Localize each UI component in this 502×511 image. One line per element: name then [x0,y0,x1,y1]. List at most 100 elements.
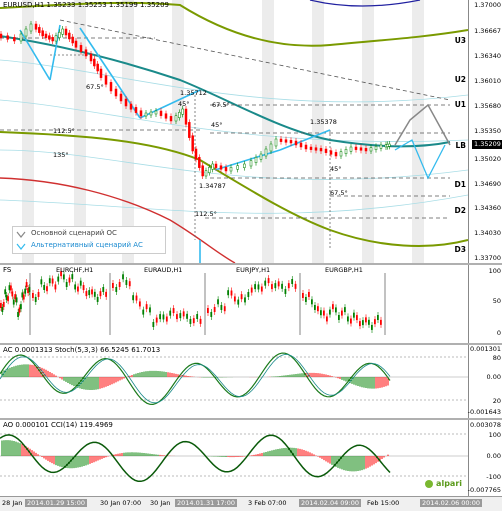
fx-candle-body [125,279,128,285]
ac-tick: 0.001301 [469,345,501,353]
price-candle-body [79,45,83,52]
fx-candle-body [192,318,195,324]
price-candle-body [51,37,54,42]
time-label: 3 Feb 07:00 [248,499,287,507]
fx-candle-body [68,277,71,283]
price-candle-body [184,108,188,125]
ac-panel[interactable]: AC 0.0001313 Stoch(5,3,3) 66.5245 61.701… [0,345,468,418]
price-candle-body [201,165,204,177]
price-candle-body [349,146,353,152]
fx-candle-body [284,288,287,294]
fx-candle-body [329,309,331,315]
price-axis[interactable]: 1.37000 1.36667 1.36340 1.36010 1.35680 … [468,0,502,263]
price-candle-body [354,146,358,150]
fx-candle-body [314,304,316,310]
alpari-logo-icon [425,479,434,488]
main-chart-panel[interactable]: EURUSD,H1 1.35233 1.35253 1.35199 1.3520… [0,0,468,263]
fx-candle-body [320,310,322,316]
price-candle-body [319,148,323,152]
fx-candle-body [326,316,328,322]
ac-tick: 0.00 [486,373,501,381]
price-candle-body [178,112,181,118]
price-candle-body [129,103,133,110]
angle-label: 135° [53,151,69,159]
fx-candle-body [213,306,216,312]
fx-candle-body [145,304,148,310]
price-candle-body [289,140,293,144]
fx-candle-body [368,319,370,325]
fx-candle-body [308,291,310,297]
price-tick: 1.36667 [474,27,501,35]
price-candle-body [359,147,363,151]
price-candle-body [224,167,228,172]
panel-separator[interactable] [0,418,502,420]
price-candle-body [214,163,218,168]
fx-candle-body [96,296,99,302]
price-candle-body [89,53,93,62]
price-candle-body [329,150,333,155]
price-tick: 1.34030 [474,229,501,237]
fx-candle-body [254,284,256,290]
fx-candle-body [7,296,9,302]
ao-tick: 0.00 [486,452,501,460]
fx-candle-body [24,288,27,294]
price-candle-body [254,157,258,163]
ao-panel-svg [0,433,468,483]
time-label: 28 Jan [2,499,23,507]
fx-candle-body [350,318,352,324]
fx-candle-body [132,295,135,301]
fx-candle-body [128,281,131,287]
level-d1: D1 [454,180,466,189]
fx-candle-body [149,307,151,313]
fx-candle-body [4,289,7,295]
fx-candle-body [91,289,93,295]
fx-candle-body [240,294,243,300]
price-candle-body [198,157,201,168]
fx-symbol: EURGBP,H1 [325,266,363,274]
fx-candle-body [14,294,17,300]
price-candle-body [38,27,41,33]
ac-tick: 80 [492,354,501,362]
price-tick: 1.35020 [474,155,501,163]
fx-candle-body [99,291,102,297]
angle-label: 67.5° [212,101,230,109]
fx-candle-body [207,308,209,313]
angle-label: 112.5° [53,127,75,135]
fx-candle-body [291,279,294,285]
price-candle-body [41,30,44,37]
panel-separator[interactable] [0,263,502,265]
fx-symbol: EURAUD,H1 [144,266,183,274]
fx-candle-body [1,306,4,312]
price-candle-body [84,49,88,57]
price-candle-body [379,144,383,149]
fx-candle-body [332,304,334,310]
fx-tick: 50 [492,297,501,305]
fx-candle-body [27,288,29,294]
price-candle-body [219,165,223,170]
fx-candle-body [230,290,233,296]
fx-candle-body [65,281,68,287]
fx-candle-body [93,291,96,297]
fx-candle-body [21,292,24,298]
price-candle-body [269,143,273,152]
brand-label: alpari [436,479,462,488]
fx-candle-body [142,309,145,315]
price-candle-body [279,138,283,142]
alpari-logo: alpari [425,479,462,488]
fx-panel[interactable]: FS EURCHF,H1 EURAUD,H1 EURJPY,H1 EURGBP,… [0,265,468,343]
fx-candle-body [305,296,307,302]
fx-candle-body [60,271,62,277]
panel-separator[interactable] [0,343,502,345]
price-candle-body [364,148,368,152]
time-label-highlight: 2014.01.31 17:00 [175,499,238,507]
time-axis[interactable]: 28 Jan 2014.01.29 15:00 30 Jan 07:00 30 … [0,496,502,511]
angle-label: 67.5° [330,189,348,197]
fx-candle-body [159,314,161,320]
fx-candle-body [8,285,11,291]
price-candle-body [68,32,71,40]
fx-candle-body [115,286,118,292]
price-candle-body [114,88,118,97]
fx-candle-body [20,304,22,310]
ao-panel[interactable]: AO 0.000101 CCI(14) 119.4969 alpari [0,420,468,496]
time-label: 30 Jan [150,499,171,507]
